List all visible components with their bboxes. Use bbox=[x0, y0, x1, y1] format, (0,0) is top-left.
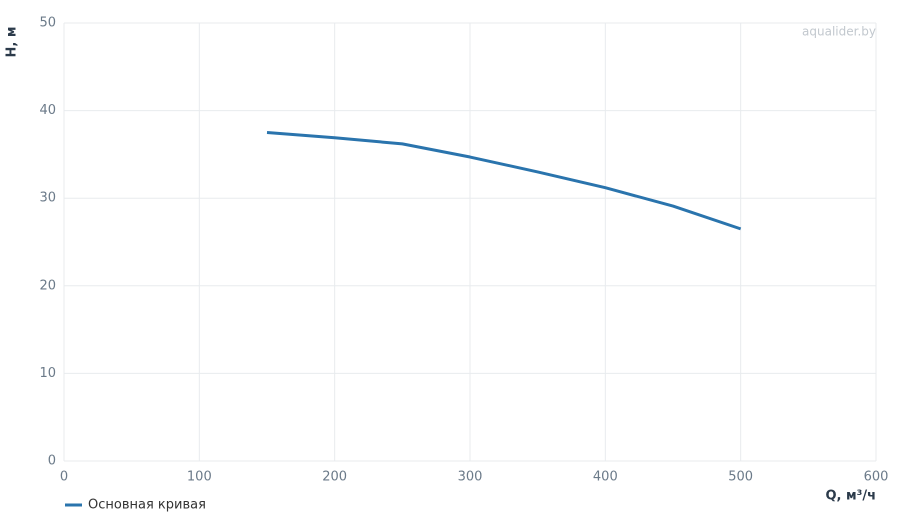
data-line bbox=[266, 131, 742, 231]
y-tick-label: 10 bbox=[39, 366, 56, 381]
x-axis-title: Q, м³/ч bbox=[825, 489, 876, 504]
x-tick-label: 600 bbox=[864, 470, 889, 485]
y-axis-title: H, м bbox=[5, 27, 20, 58]
watermark: aqualider.by bbox=[802, 25, 876, 39]
y-tick-label: 40 bbox=[39, 103, 56, 118]
y-tick-label: 30 bbox=[39, 191, 56, 206]
y-tick-label: 50 bbox=[39, 16, 56, 31]
y-tick-label: 0 bbox=[48, 454, 56, 469]
x-tick-label: 500 bbox=[728, 470, 753, 485]
y-tick-label: 20 bbox=[39, 278, 56, 293]
legend-label: Основная кривая bbox=[88, 498, 206, 513]
x-tick-label: 0 bbox=[60, 470, 68, 485]
x-tick-label: 200 bbox=[322, 470, 347, 485]
x-tick-label: 300 bbox=[458, 470, 483, 485]
x-tick-label: 400 bbox=[593, 470, 618, 485]
x-tick-label: 100 bbox=[187, 470, 212, 485]
